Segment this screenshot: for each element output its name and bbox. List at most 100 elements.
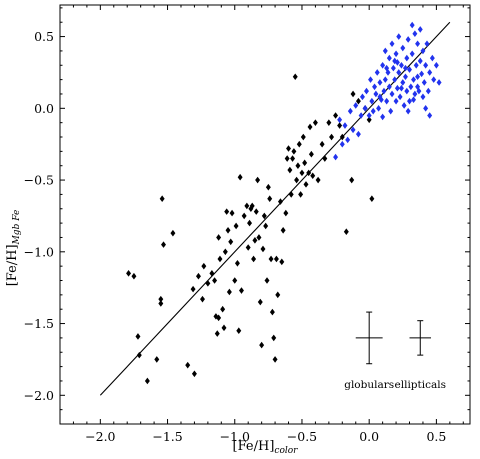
data-point-s1-50 (405, 36, 411, 43)
data-point-s0-92 (329, 133, 335, 141)
plot-frame (59, 4, 471, 425)
data-point-s0-60 (271, 334, 277, 342)
data-point-s1-13 (366, 112, 372, 119)
data-point-s1-31 (386, 54, 392, 62)
data-point-s0-15 (200, 295, 205, 303)
data-point-s1-33 (389, 40, 395, 48)
data-point-s0-79 (299, 169, 305, 177)
data-point-s0-18 (209, 270, 215, 277)
data-point-s1-49 (404, 87, 410, 95)
axes-layer: −2.0 −1.5 −1.0 −0.5 0.0 0.5 −2.0 −1.5 −1.0 −0.5 0.… (24, 4, 471, 444)
data-point-s1-76 (436, 79, 442, 86)
x-tick-label-4: 0.0 (359, 429, 379, 444)
data-point-s1-80 (398, 84, 404, 92)
data-point-s0-89 (319, 140, 325, 148)
data-point-s0-56 (265, 183, 271, 191)
data-point-s0-0 (126, 270, 132, 277)
data-point-s1-30 (386, 83, 392, 91)
data-point-s0-85 (308, 150, 314, 158)
data-point-s0-90 (322, 155, 328, 162)
data-point-s0-94 (337, 122, 343, 129)
data-point-s0-84 (307, 123, 313, 131)
data-point-s1-53 (408, 83, 414, 91)
data-point-s1-43 (398, 61, 404, 69)
y-tick-label-5: 0.5 (34, 29, 54, 44)
data-point-s0-21 (216, 314, 222, 322)
data-point-s1-75 (433, 61, 439, 69)
x-tick-label-5: 0.5 (426, 429, 446, 444)
data-point-s0-91 (326, 119, 332, 126)
data-point-s0-36 (236, 327, 242, 335)
data-point-s1-25 (381, 87, 387, 95)
data-point-s0-2 (135, 333, 141, 340)
data-point-s0-4 (144, 377, 150, 385)
data-point-s1-0 (333, 153, 339, 161)
x-tick-label-1: −1.5 (152, 429, 182, 444)
data-point-s1-11 (362, 105, 368, 112)
data-point-s1-15 (369, 97, 375, 105)
data-point-s0-58 (268, 255, 274, 263)
data-point-s1-85 (394, 59, 400, 66)
data-point-s1-37 (393, 97, 399, 105)
data-point-s0-16 (201, 262, 207, 270)
data-point-s0-54 (263, 222, 269, 230)
data-point-s1-67 (420, 47, 426, 55)
data-point-s1-54 (409, 21, 415, 29)
data-point-s0-42 (247, 219, 253, 227)
data-point-s0-82 (303, 181, 309, 188)
data-point-s1-26 (382, 47, 388, 55)
data-point-s0-95 (339, 133, 345, 141)
data-point-s0-75 (294, 176, 300, 184)
data-point-s0-86 (310, 172, 316, 180)
data-point-s0-44 (249, 202, 255, 210)
data-point-s1-38 (393, 50, 399, 58)
data-point-s1-60 (415, 40, 421, 48)
data-point-s0-33 (232, 277, 238, 284)
data-point-s0-6 (158, 295, 164, 303)
data-point-s0-29 (225, 226, 231, 234)
data-point-s0-20 (213, 313, 219, 320)
data-point-s1-73 (429, 54, 435, 62)
data-point-s0-66 (280, 226, 286, 234)
data-point-s0-100 (355, 97, 361, 105)
data-point-s1-24 (380, 61, 386, 69)
data-point-s1-82 (377, 93, 383, 101)
data-point-s1-68 (421, 79, 427, 86)
data-point-s0-12 (191, 370, 197, 378)
data-point-s0-102 (366, 116, 372, 124)
data-point-s1-61 (415, 73, 421, 81)
error-bar-label-globulars: globulars (344, 379, 394, 391)
data-point-s1-40 (396, 33, 402, 40)
data-point-s0-11 (185, 361, 191, 369)
data-point-s1-20 (376, 105, 382, 112)
data-point-s0-10 (170, 229, 176, 237)
data-point-s0-37 (237, 173, 243, 181)
data-point-s1-70 (424, 40, 430, 48)
data-point-s1-55 (409, 50, 415, 58)
data-point-s1-44 (400, 79, 406, 86)
data-point-s1-4 (345, 136, 351, 144)
data-point-s0-28 (224, 208, 230, 215)
data-point-s0-53 (261, 212, 267, 220)
data-point-s0-3 (136, 351, 142, 359)
data-point-s1-3 (342, 122, 348, 129)
data-point-s1-72 (427, 69, 433, 76)
data-point-s1-14 (368, 76, 373, 83)
data-point-s1-6 (350, 126, 356, 134)
data-point-s0-83 (306, 169, 312, 177)
data-point-s0-78 (298, 191, 304, 198)
data-point-s0-70 (287, 166, 293, 174)
data-point-s1-69 (423, 61, 429, 69)
y-tick-label-3: −0.5 (24, 173, 54, 188)
data-point-s0-67 (283, 209, 289, 217)
data-point-s0-48 (255, 176, 261, 184)
data-point-s0-57 (267, 195, 273, 203)
x-tick-label-0: −2.0 (85, 429, 115, 444)
data-point-s1-39 (394, 84, 400, 92)
y-tick-label-2: −1.0 (24, 244, 54, 259)
data-point-s1-78 (403, 64, 408, 72)
data-point-s0-35 (234, 259, 240, 267)
data-point-s0-17 (205, 280, 211, 287)
data-point-s0-41 (245, 244, 251, 251)
data-point-s1-74 (431, 76, 437, 83)
